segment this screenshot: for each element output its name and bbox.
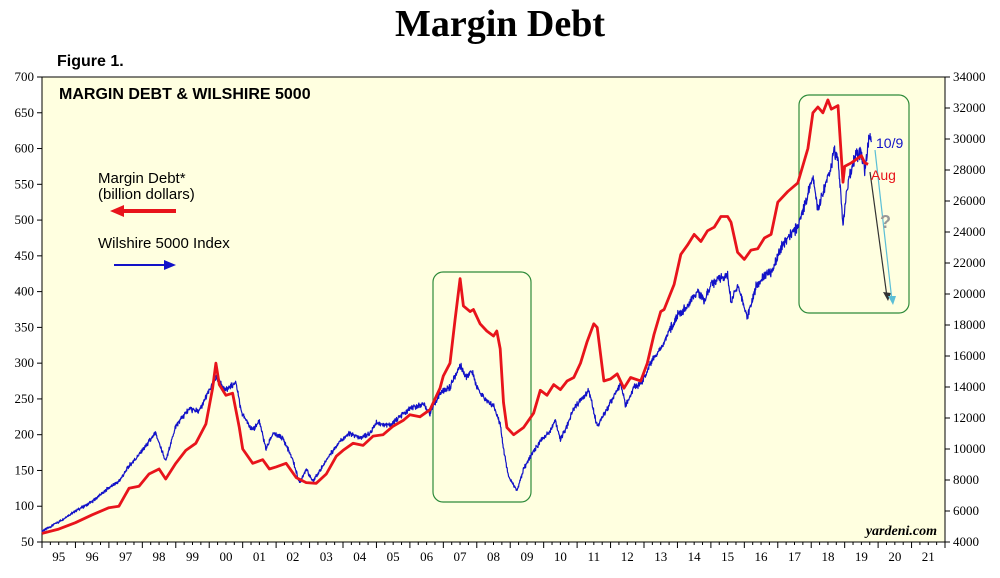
right-tick-label: 18000 [953, 317, 986, 332]
x-tick-label: 14 [688, 549, 702, 564]
left-tick-label: 50 [21, 534, 34, 549]
right-tick-label: 26000 [953, 193, 986, 208]
left-tick-label: 550 [15, 176, 35, 191]
right-tick-label: 22000 [953, 255, 986, 270]
x-tick-label: 16 [755, 549, 769, 564]
page-title: Margin Debt [394, 3, 606, 45]
figure-label: Figure 1. [57, 53, 124, 70]
left-tick-label: 600 [15, 141, 35, 156]
left-tick-label: 350 [15, 319, 35, 334]
left-tick-label: 700 [15, 69, 35, 84]
x-tick-label: 10 [554, 549, 567, 564]
x-tick-label: 09 [520, 549, 533, 564]
right-tick-label: 24000 [953, 224, 986, 239]
x-tick-label: 11 [588, 549, 601, 564]
chart-title: MARGIN DEBT & WILSHIRE 5000 [59, 86, 311, 103]
right-tick-label: 34000 [953, 69, 986, 84]
x-tick-label: 07 [454, 549, 468, 564]
projection-arrowhead-black [883, 292, 891, 301]
projection-arrowhead-teal [888, 296, 896, 305]
projection-arrow-teal [874, 149, 893, 302]
x-tick-label: 06 [420, 549, 434, 564]
x-tick-label: 96 [86, 549, 100, 564]
x-axis: 95 96 97 98 99 00 01 02 03 04 05 06 07 08 09 10 11 12 13 14… [41, 542, 946, 564]
annotation-10-9: 10/9 [876, 135, 903, 151]
x-tick-label: 99 [186, 549, 199, 564]
x-tick-label: 00 [219, 549, 232, 564]
x-tick-label: 12 [621, 549, 634, 564]
right-tick-label: 8000 [953, 472, 979, 487]
legend-wilshire-arrowhead [164, 260, 176, 270]
legend: Margin Debt* (billion dollars) Wilshire … [98, 170, 230, 270]
right-tick-label: 10000 [953, 441, 986, 456]
right-tick-label: 6000 [953, 503, 979, 518]
projection-question-mark: ? [880, 212, 891, 232]
highlight-box-2007 [432, 271, 532, 503]
x-tick-label: 18 [821, 549, 834, 564]
right-tick-label: 12000 [953, 410, 986, 425]
right-tick-label: 30000 [953, 131, 986, 146]
right-tick-label: 28000 [953, 162, 986, 177]
x-tick-label: 15 [721, 549, 734, 564]
x-tick-label: 19 [855, 549, 868, 564]
left-tick-label: 200 [15, 427, 35, 442]
left-axis: 50 100 150 200 250 300 350 400 450 500 550 600 650 70… [15, 69, 42, 549]
x-tick-label: 97 [119, 549, 133, 564]
left-tick-label: 150 [15, 462, 35, 477]
legend-margin-arrowhead [110, 205, 124, 217]
right-tick-label: 32000 [953, 100, 986, 115]
x-tick-label: 02 [286, 549, 299, 564]
x-tick-label: 05 [387, 549, 400, 564]
x-tick-label: 04 [353, 549, 367, 564]
x-tick-label: 20 [888, 549, 901, 564]
x-tick-label: 03 [320, 549, 333, 564]
x-tick-label: 08 [487, 549, 500, 564]
left-tick-label: 500 [15, 212, 35, 227]
x-tick-label: 98 [153, 549, 166, 564]
right-tick-label: 16000 [953, 348, 986, 363]
legend-wilshire-label: Wilshire 5000 Index [98, 235, 230, 252]
x-tick-label: 01 [253, 549, 266, 564]
left-tick-label: 400 [15, 284, 35, 299]
legend-margin-label: Margin Debt* [98, 170, 186, 187]
wilshire-5000-line [41, 133, 872, 533]
x-tick-label: 95 [52, 549, 65, 564]
left-tick-label: 300 [15, 355, 35, 370]
source-label: yardeni.com [864, 524, 937, 539]
x-tick-label: 17 [788, 549, 802, 564]
left-tick-label: 100 [15, 498, 35, 513]
right-tick-label: 20000 [953, 286, 986, 301]
x-tick-label: 13 [654, 549, 667, 564]
right-tick-label: 4000 [953, 534, 979, 549]
margin-debt-line [41, 98, 869, 535]
legend-margin-unit: (billion dollars) [98, 186, 195, 203]
x-tick-label: 21 [922, 549, 935, 564]
annotation-aug: Aug [871, 167, 896, 183]
highlight-box-2018 [798, 94, 910, 314]
left-tick-label: 650 [15, 105, 35, 120]
left-tick-label: 450 [15, 248, 35, 263]
right-tick-label: 14000 [953, 379, 986, 394]
left-tick-label: 250 [15, 391, 35, 406]
projection-arrow-black [869, 171, 888, 298]
right-axis: 4000 6000 8000 10000 12000 14000 16000 18000 200… [945, 69, 986, 549]
plot-area [41, 76, 946, 543]
